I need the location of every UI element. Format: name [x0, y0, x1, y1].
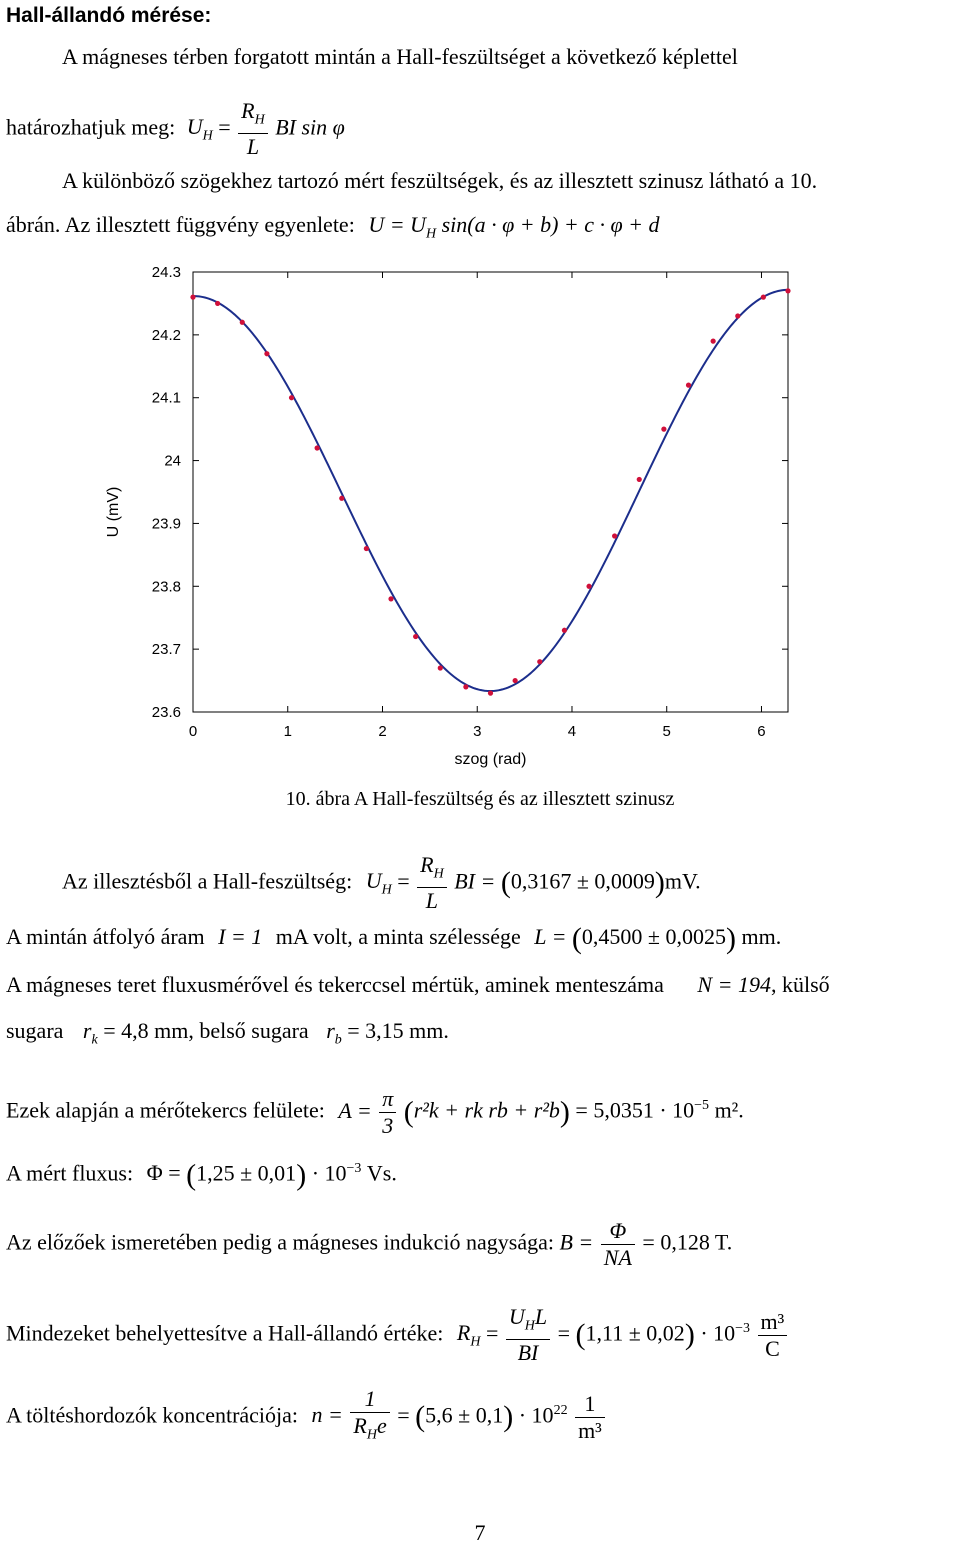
- paragraph-1-line-2: határozhatjuk meg: UH = RH L BI sin φ: [6, 98, 345, 160]
- hall-voltage-symbol: UH: [186, 114, 213, 144]
- x-tick-label: 3: [473, 723, 481, 740]
- x-tick-label: 0: [189, 723, 197, 740]
- section-heading: Hall-állandó mérése:: [6, 4, 212, 27]
- data-point: [239, 319, 245, 325]
- data-point: [388, 596, 394, 602]
- x-axis-label: szog (rad): [454, 751, 526, 768]
- fit-curve: [192, 288, 789, 693]
- data-point: [735, 313, 741, 319]
- paragraph-6: Ezek alapján a mérőtekercs felülete: A =…: [6, 1086, 744, 1138]
- plot-frame: [192, 271, 789, 713]
- paragraph-5-line-2: sugara rk = 4,8 mm, belső sugara rb = 3,…: [6, 1018, 449, 1048]
- paragraph-8: Az előzőek ismeretében pedig a mágneses …: [6, 1218, 733, 1270]
- data-point: [586, 583, 592, 589]
- data-point: [190, 294, 196, 300]
- hall-voltage-chart: 0 1 2 3 4 5 6 24.3 24.2 24.1 24 23.9 23.8 23.7 23.6 sz…: [105, 264, 791, 768]
- y-tick-label: 24.1: [152, 390, 181, 407]
- y-tick-label: 24: [164, 453, 181, 470]
- data-point: [363, 545, 369, 552]
- data-point: [785, 288, 791, 294]
- data-point: [512, 677, 518, 684]
- data-point: [561, 627, 568, 633]
- x-tick-label: 5: [663, 723, 671, 740]
- width-value: 0,4500 ± 0,0025: [581, 924, 726, 949]
- paragraph-5-line-1: A mágneses teret fluxusmérővel és tekerc…: [6, 972, 830, 997]
- data-point: [215, 300, 221, 307]
- data-point: [537, 659, 543, 665]
- data-point: [413, 633, 419, 640]
- y-tick-label: 23.7: [152, 641, 181, 658]
- y-tick-label: 23.8: [152, 578, 181, 595]
- y-tick-label: 23.6: [152, 704, 181, 721]
- paragraph-4: A mintán átfolyó áram I = 1 mA volt, a m…: [6, 921, 782, 955]
- hall-formula-fraction: RH L: [238, 98, 268, 160]
- data-point: [339, 495, 345, 501]
- flux-value: 1,25 ± 0,01: [196, 1160, 297, 1186]
- x-tick-label: 6: [757, 723, 765, 740]
- page-number: 7: [474, 1520, 486, 1545]
- data-point: [760, 294, 766, 300]
- paragraph-2-prefix: ábrán. Az illesztett függvény egyenlete:: [6, 212, 355, 237]
- concentration-value: 5,6 ± 0,1: [425, 1402, 504, 1428]
- data-point: [487, 690, 494, 696]
- x-tick-label: 2: [378, 723, 386, 740]
- paragraph-2-line-2: ábrán. Az illesztett függvény egyenlete:…: [6, 212, 660, 247]
- fit-equation: U = UH sin(a · φ + b) + c · φ + d: [368, 212, 660, 242]
- x-tick-label: 4: [568, 723, 576, 740]
- hall-formula-rhs: BI sin φ: [275, 114, 345, 140]
- hall-constant-value: 1,11 ± 0,02: [585, 1320, 685, 1346]
- data-point: [463, 684, 469, 690]
- data-point: [636, 476, 642, 483]
- paragraph-1-line-1: A mágneses térben forgatott mintán a Hal…: [62, 44, 738, 69]
- y-tick-label: 24.3: [152, 264, 181, 281]
- data-point: [710, 338, 716, 344]
- paragraph-1-prefix: határozhatjuk meg:: [6, 114, 176, 140]
- x-tick-label: 1: [284, 723, 292, 740]
- data-point: [437, 665, 443, 671]
- y-tick-label: 24.2: [152, 327, 181, 344]
- data-point: [661, 426, 667, 432]
- data-point: [314, 445, 320, 451]
- hall-voltage-value: 0,3167 ± 0,0009: [510, 868, 655, 894]
- data-point: [288, 395, 295, 401]
- paragraph-2-line-1: A különböző szögekhez tartozó mért feszü…: [62, 168, 818, 193]
- paragraph-3: Az illesztésből a Hall-feszültség: UH = …: [62, 852, 701, 914]
- paragraph-7: A mért fluxus: Φ = (1,25 ± 0,01) · 10−3 …: [6, 1158, 397, 1192]
- y-tick-label: 23.9: [152, 515, 181, 532]
- data-point: [685, 382, 692, 388]
- y-axis-label: U (mV): [105, 487, 122, 538]
- paragraph-9: Mindezeket behelyettesítve a Hall-álland…: [6, 1304, 789, 1366]
- figure-caption: 10. ábra A Hall-feszültség és az illeszt…: [285, 788, 675, 810]
- paragraph-10: A töltéshordozók koncentrációja: n = 1 RH…: [6, 1386, 607, 1448]
- data-point: [612, 533, 618, 539]
- data-point: [264, 351, 270, 357]
